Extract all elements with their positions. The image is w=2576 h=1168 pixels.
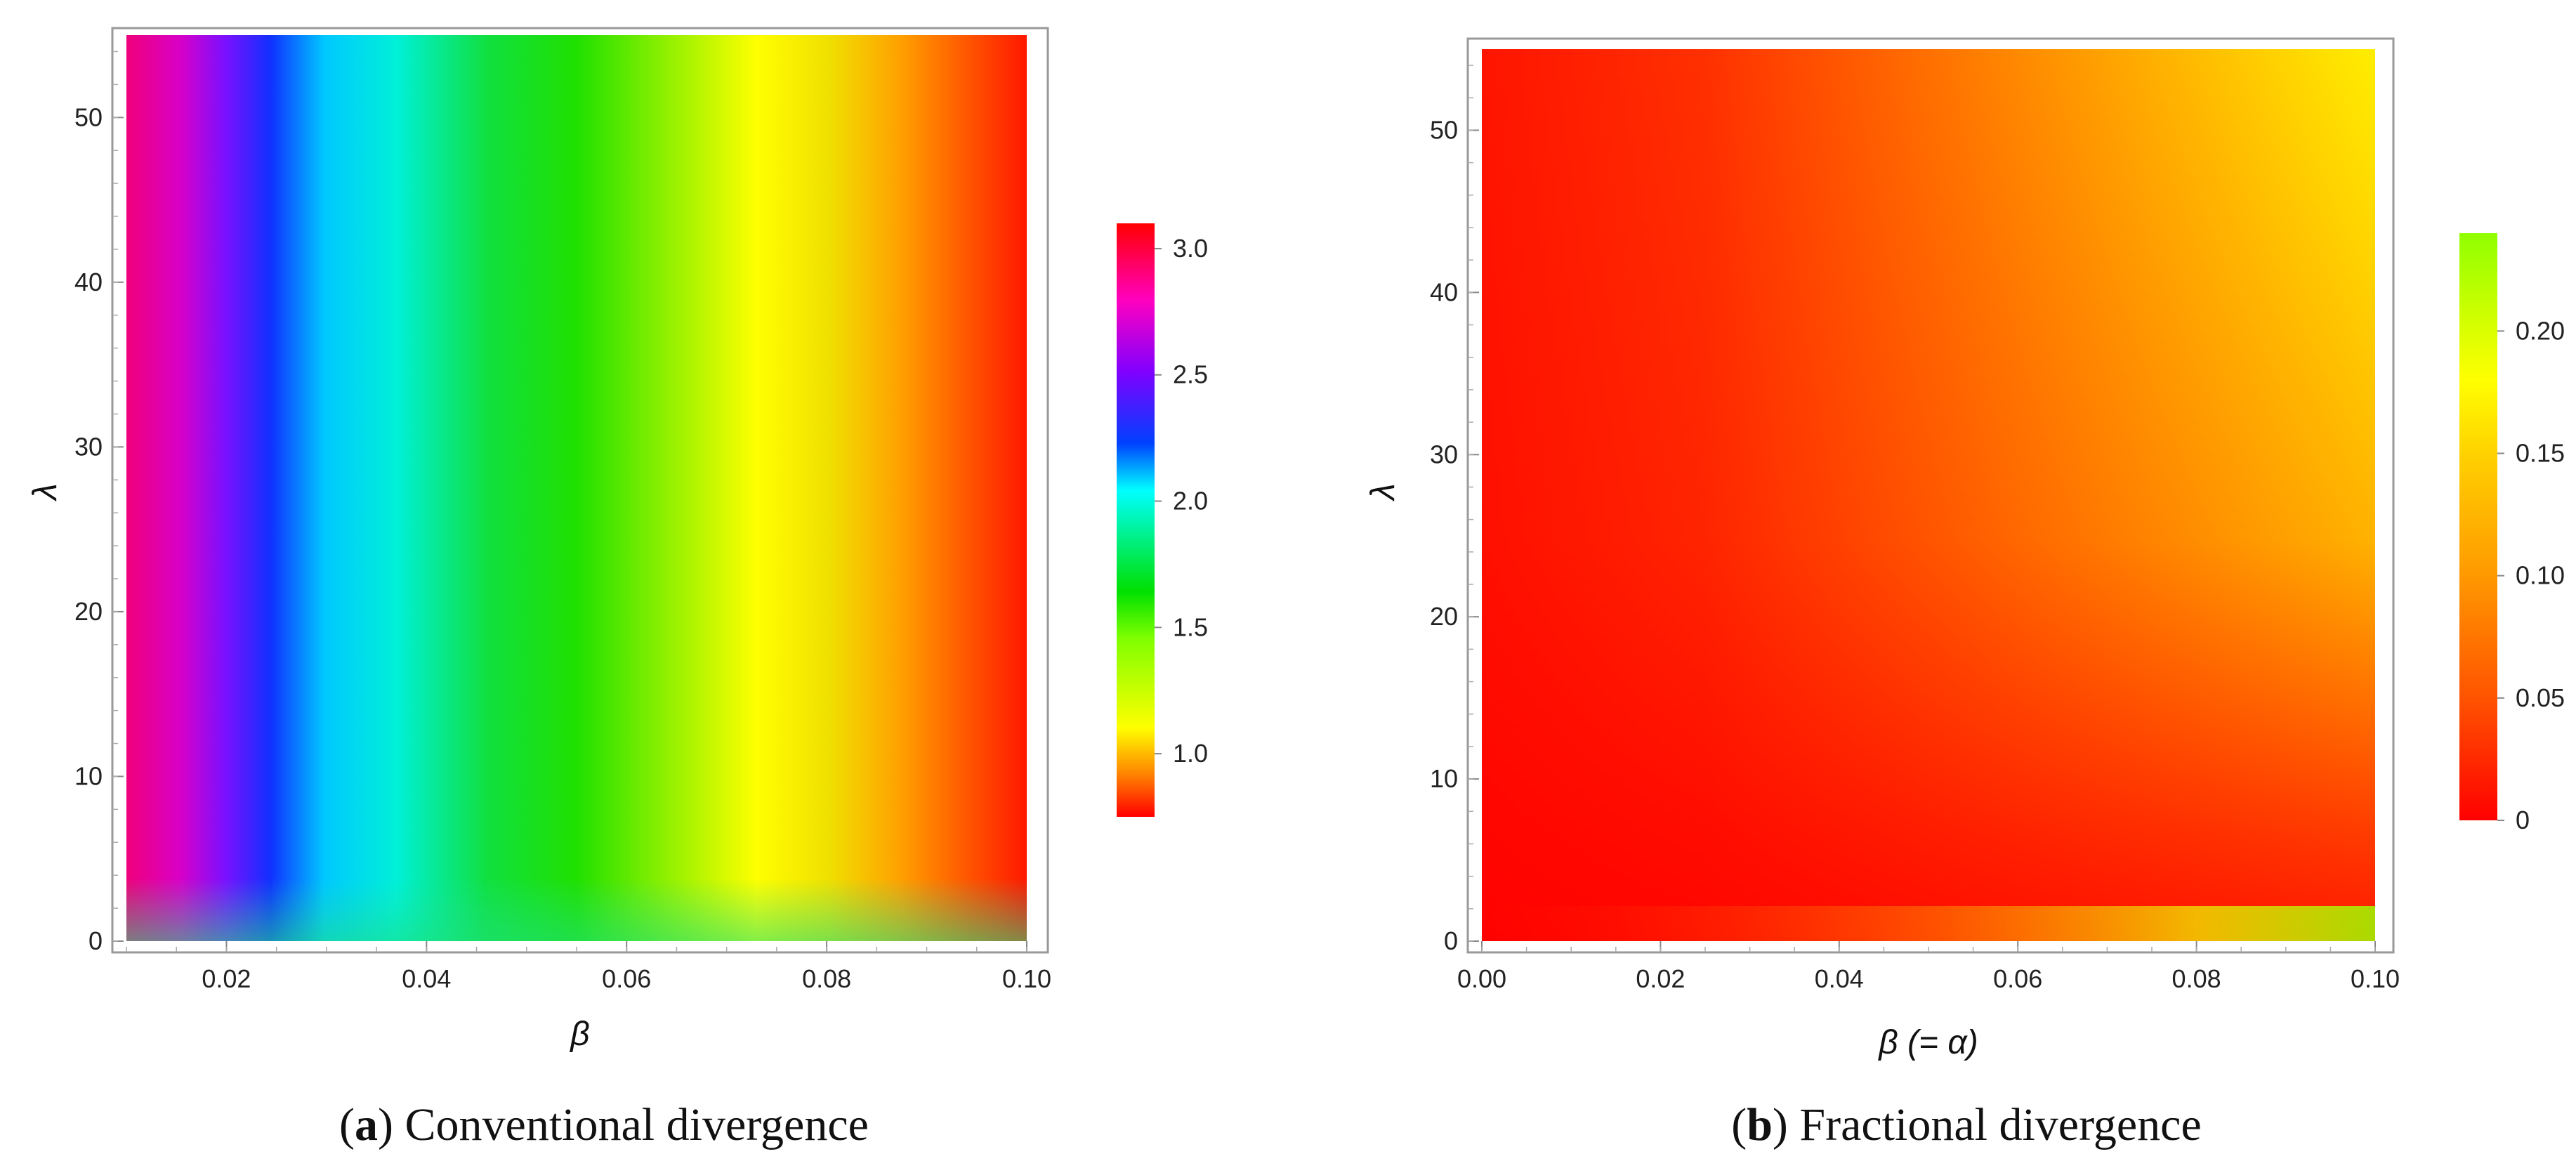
colorbar-tick-label: 0.10 [2516, 561, 2565, 590]
y-tick-label: 30 [1430, 440, 1458, 468]
colorbar-tick-label: 0.15 [2516, 439, 2565, 468]
colorbar-tick-label: 0.20 [2516, 316, 2565, 345]
x-tick-label: 0.02 [202, 964, 251, 993]
y-tick-label: 50 [1430, 115, 1458, 144]
colorbar-tick-label: 2.0 [1173, 487, 1208, 516]
colorbar-tick-label: 3.0 [1173, 234, 1208, 263]
colorbar-b-ticks: 0 0.05 0.10 0.15 0.20 [2497, 316, 2565, 834]
colorbar-a [1117, 223, 1155, 817]
axes-b: 0.00 0.02 0.04 0.06 0.08 0.10 0 10 20 30 40 50 [1430, 65, 2400, 993]
y-tick-label: 30 [74, 432, 103, 461]
y-tick-label: 0 [1444, 926, 1458, 955]
y-tick-label: 20 [74, 597, 103, 626]
y-axis-label-a: λ [27, 483, 64, 502]
axes-a: 0.02 0.04 0.06 0.08 0.10 0 10 20 30 40 50 [74, 51, 1051, 993]
x-axis-label-a: β [569, 1016, 589, 1053]
x-tick-label: 0.08 [802, 964, 851, 993]
heatmap-a [126, 35, 1027, 941]
heatmap-b-vertical-shading [1482, 49, 2375, 941]
y-tick-label: 10 [1430, 764, 1458, 793]
x-tick-label: 0.10 [1002, 964, 1051, 993]
x-tick-label: 0.06 [1993, 964, 2042, 993]
caption-b: (b) Fractional divergence [1731, 1099, 2202, 1150]
colorbar-tick-label: 2.5 [1173, 360, 1208, 389]
y-tick-label: 50 [74, 103, 103, 131]
colorbar-b [2459, 233, 2497, 820]
x-axis-label-b: β (= α) [1877, 1024, 1978, 1061]
y-tick-label: 10 [74, 761, 103, 790]
plot-frame-b [1466, 37, 2395, 954]
plot-frame-a [111, 27, 1049, 954]
y-axis-label-b: λ [1365, 483, 1402, 502]
heatmap-a-bottom-band [126, 878, 1027, 941]
colorbar-tick-label: 1.0 [1173, 739, 1208, 768]
y-tick-label: 0 [88, 926, 103, 955]
heatmap-b-bottom-band [1482, 906, 2375, 941]
x-tick-label: 0.04 [402, 964, 451, 993]
x-tick-label: 0.02 [1636, 964, 1685, 993]
y-tick-label: 40 [74, 268, 103, 296]
colorbar-tick-label: 0.05 [2516, 683, 2565, 712]
x-tick-label: 0.04 [1815, 964, 1864, 993]
colorbar-tick-label: 1.5 [1173, 612, 1208, 641]
panel-a: 0.02 0.04 0.06 0.08 0.10 0 10 20 30 40 50 1.0 1.5 2.… [27, 27, 1208, 1150]
y-tick-label: 40 [1430, 277, 1458, 306]
x-tick-label: 0.10 [2351, 964, 2400, 993]
colorbar-a-ticks: 1.0 1.5 2.0 2.5 3.0 [1155, 234, 1208, 768]
colorbar-tick-label: 0 [2516, 806, 2530, 834]
caption-a: (a) Conventional divergence [339, 1099, 869, 1150]
x-tick-label: 0.06 [602, 964, 651, 993]
y-tick-label: 20 [1430, 602, 1458, 631]
x-tick-label: 0.00 [1457, 964, 1506, 993]
x-tick-label: 0.08 [2172, 964, 2221, 993]
